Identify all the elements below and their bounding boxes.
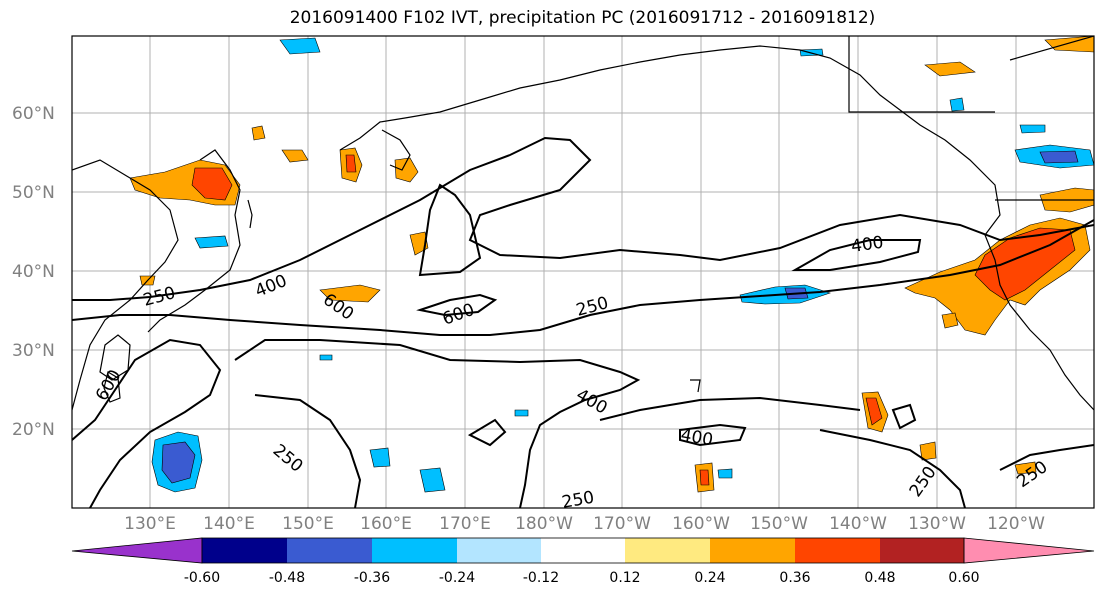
- ivt-contours: [72, 136, 1094, 508]
- lon-label: 130°E: [124, 514, 176, 534]
- colorbar-tick: -0.24: [438, 570, 476, 586]
- contour-label: 250: [1013, 457, 1051, 492]
- colorbar-tick: 0.48: [864, 570, 896, 586]
- colorbar-segment: [372, 538, 457, 563]
- lon-label: 140°E: [203, 514, 255, 534]
- colorbar-segment: [880, 538, 964, 563]
- contour-label: 400: [850, 233, 885, 257]
- contour-label: 600: [92, 366, 126, 404]
- colorbar-segment: [795, 538, 880, 563]
- colorbar-tick: -0.36: [353, 570, 391, 586]
- colorbar-extend-high: [963, 537, 1095, 564]
- coastlines: [72, 36, 1094, 411]
- colorbar-segment: [710, 538, 795, 563]
- colorbar-segment: [202, 538, 287, 563]
- colorbar-segment: [625, 538, 710, 563]
- contour-label: 250: [269, 441, 307, 477]
- map-title: 2016091400 F102 IVT, precipitation PC (2…: [289, 8, 876, 28]
- map-frame: [71, 35, 1095, 509]
- colorbar-tick: 0.12: [609, 570, 641, 586]
- lat-label: 40°N: [12, 262, 55, 282]
- contour-label: 400: [573, 385, 611, 419]
- lon-label: 120°W: [987, 514, 1045, 534]
- contour-label: 600: [440, 300, 477, 330]
- colorbar-tick: 0.24: [694, 570, 726, 586]
- colorbar-tick: -0.12: [522, 570, 560, 586]
- colorbar-segment: [287, 538, 372, 563]
- colorbar: [71, 537, 1095, 564]
- contour-label: 250: [574, 293, 611, 321]
- lon-label: 160°E: [360, 514, 412, 534]
- lon-label: 160°W: [672, 514, 730, 534]
- lon-label: 170°E: [439, 514, 491, 534]
- colorbar-tick: -0.60: [183, 570, 221, 586]
- colorbar-tick: 0.60: [948, 570, 980, 586]
- lon-label: 180°W: [515, 514, 573, 534]
- lon-label: 150°W: [750, 514, 808, 534]
- contour-label: 250: [141, 283, 178, 311]
- colorbar-extend-low: [71, 537, 203, 564]
- contour-label: 250: [906, 463, 941, 501]
- contour-label: 400: [679, 425, 714, 450]
- colorbar-tick: -0.48: [268, 570, 306, 586]
- precip-patches: [129, 36, 1094, 493]
- lat-label: 50°N: [12, 183, 55, 203]
- lat-label: 20°N: [12, 420, 55, 440]
- colorbar-segment: [457, 538, 541, 563]
- colorbar-segment: [541, 538, 625, 563]
- contour-label: 250: [560, 488, 595, 513]
- contour-label: 400: [252, 271, 290, 302]
- lat-label: 30°N: [12, 341, 55, 361]
- graticule: [72, 36, 1094, 508]
- lon-label: 150°E: [282, 514, 334, 534]
- lat-label: 60°N: [12, 104, 55, 124]
- lon-label: 140°W: [829, 514, 887, 534]
- precip-patch-japan-sea-core: [191, 167, 233, 201]
- colorbar-tick: 0.36: [779, 570, 811, 586]
- lon-label: 170°W: [593, 514, 651, 534]
- lon-label: 130°W: [908, 514, 966, 534]
